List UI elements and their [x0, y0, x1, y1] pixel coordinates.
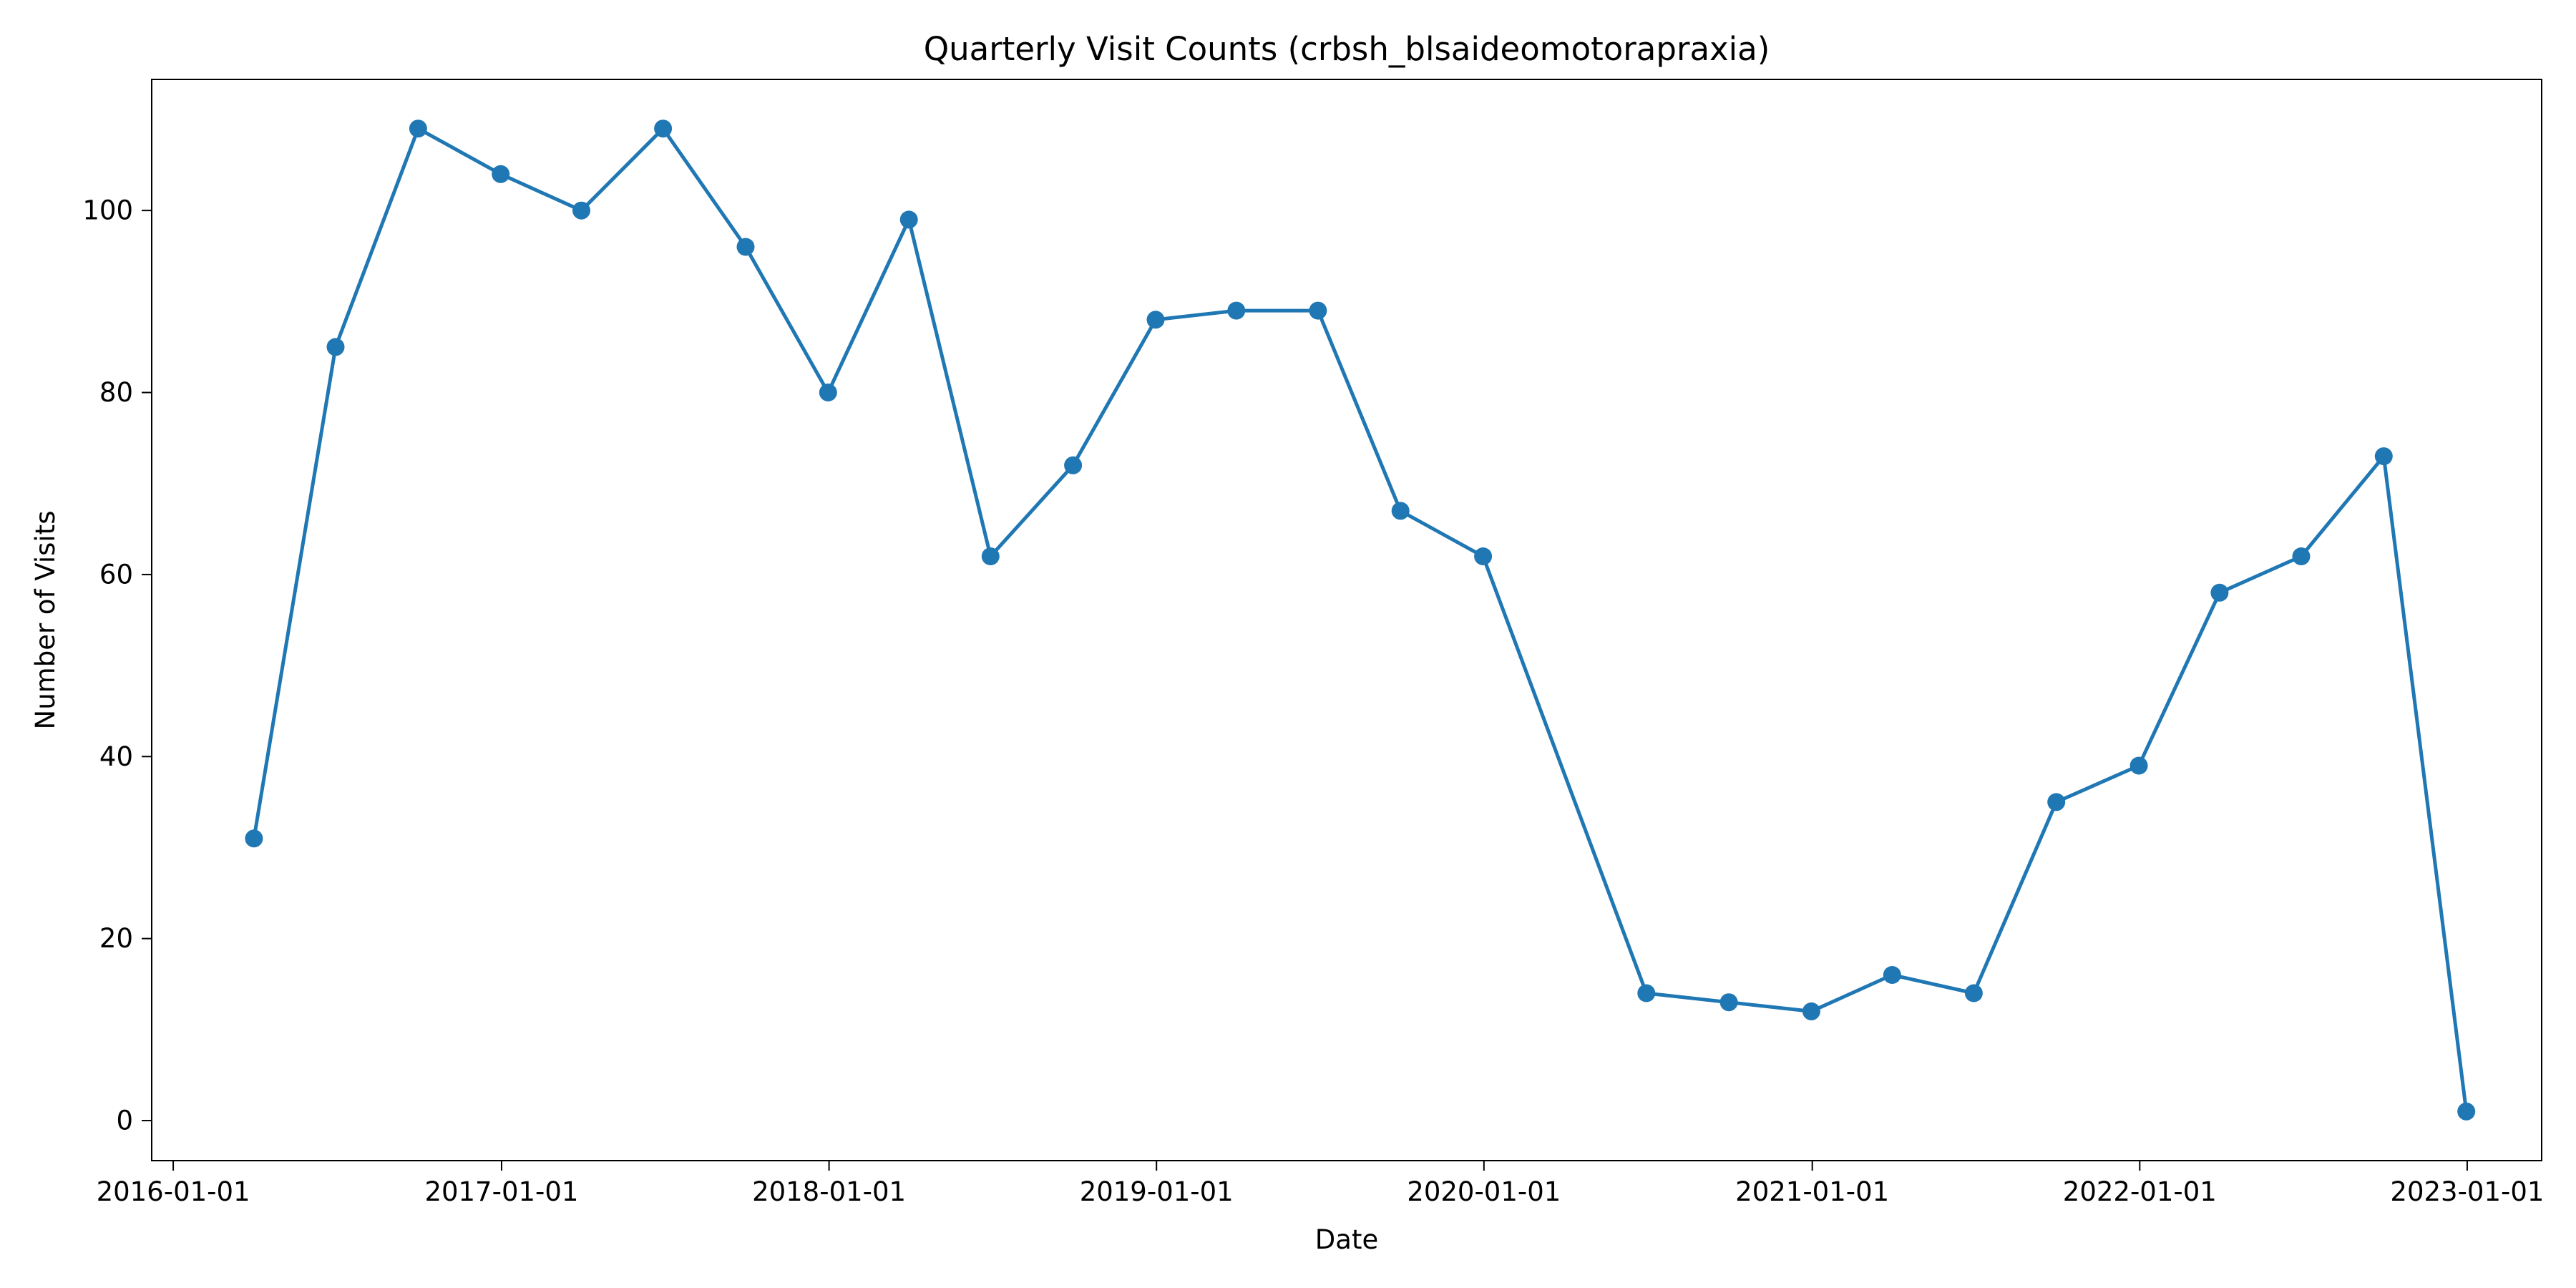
data-point[interactable] — [245, 829, 263, 848]
y-tick-label: 60 — [99, 559, 133, 590]
y-tick-label: 20 — [99, 923, 133, 954]
y-tick-label: 0 — [116, 1106, 133, 1136]
x-tick-label: 2021-01-01 — [1735, 1176, 1889, 1207]
data-point[interactable] — [1309, 301, 1327, 320]
data-point[interactable] — [819, 384, 837, 401]
data-point[interactable] — [1227, 301, 1246, 320]
data-point[interactable] — [654, 119, 673, 138]
data-point[interactable] — [1964, 984, 1983, 1002]
data-point[interactable] — [409, 119, 427, 138]
data-point[interactable] — [2292, 547, 2311, 565]
x-tick-label: 2019-01-01 — [1080, 1176, 1234, 1207]
y-tick-label: 100 — [82, 195, 133, 226]
data-point[interactable] — [1719, 993, 1738, 1012]
data-point[interactable] — [1064, 456, 1083, 474]
plot-frame — [151, 79, 2542, 1161]
data-point[interactable] — [736, 238, 755, 256]
y-axis-label: Number of Visits — [30, 511, 61, 730]
x-tick-label: 2018-01-01 — [752, 1176, 906, 1207]
data-point[interactable] — [1637, 984, 1656, 1002]
data-point[interactable] — [572, 201, 590, 220]
y-tick-label: 80 — [99, 377, 133, 408]
x-tick-label: 2022-01-01 — [2063, 1176, 2217, 1207]
data-point[interactable] — [2047, 793, 2066, 811]
x-axis-label: Date — [1315, 1224, 1378, 1255]
data-point[interactable] — [1391, 502, 1410, 520]
x-tick-label: 2023-01-01 — [2390, 1176, 2544, 1207]
data-point[interactable] — [2210, 583, 2229, 602]
x-tick-label: 2016-01-01 — [97, 1176, 250, 1207]
data-point[interactable] — [2457, 1102, 2476, 1121]
data-point[interactable] — [2129, 756, 2148, 775]
data-point[interactable] — [492, 165, 510, 183]
x-tick-label: 2017-01-01 — [424, 1176, 578, 1207]
chart-title: Quarterly Visit Counts (crbsh_blsaideomo… — [924, 30, 1770, 68]
data-point[interactable] — [899, 210, 918, 229]
y-tick-label: 40 — [99, 741, 133, 772]
data-point[interactable] — [1883, 966, 1901, 984]
data-point[interactable] — [2374, 447, 2393, 466]
series-group — [245, 119, 2476, 1121]
x-tick-label: 2020-01-01 — [1407, 1176, 1561, 1207]
axis-ticks: 2016-01-01 2017-01-01 2018-01-01 2019-01-01… — [82, 195, 2544, 1207]
series-line — [252, 127, 2469, 1112]
data-point[interactable] — [981, 547, 1000, 565]
data-point[interactable] — [1474, 547, 1493, 565]
data-point[interactable] — [326, 338, 345, 356]
data-point[interactable] — [1146, 311, 1165, 329]
data-point[interactable] — [1802, 1002, 1820, 1020]
